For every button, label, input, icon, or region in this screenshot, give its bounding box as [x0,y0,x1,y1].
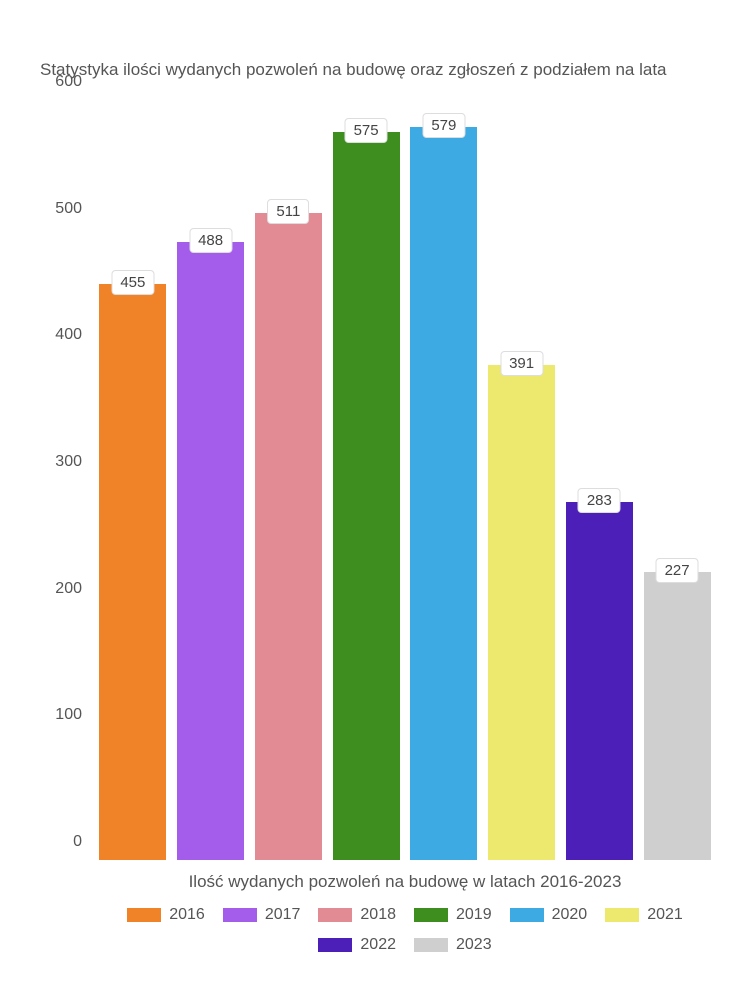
legend-item-2016: 2016 [127,906,205,924]
y-tick: 200 [55,580,82,598]
bar-chart: Statystyka ilości wydanych pozwoleń na b… [40,60,720,954]
bar-2016: 455 [99,284,166,860]
bar-value-label: 283 [578,488,621,513]
plot-area: 0100200300400500600 45548851157557939128… [90,100,720,860]
y-tick: 500 [55,200,82,218]
legend-swatch [605,908,639,922]
bar-value-label: 227 [656,558,699,583]
legend-label: 2018 [360,906,396,924]
legend-label: 2017 [265,906,301,924]
bar-2020: 579 [410,127,477,860]
x-axis-caption: Ilość wydanych pozwoleń na budowę w lata… [90,872,720,892]
legend-swatch [223,908,257,922]
legend-swatch [510,908,544,922]
bar-value-label: 579 [422,113,465,138]
legend-label: 2016 [169,906,205,924]
bar-value-label: 575 [345,118,388,143]
bar-2019: 575 [333,132,400,860]
legend-item-2023: 2023 [414,936,492,954]
legend-label: 2022 [360,936,396,954]
legend-swatch [318,908,352,922]
bar-2023: 227 [644,572,711,860]
bars-container: 455488511575579391283227 [90,100,720,860]
legend-item-2019: 2019 [414,906,492,924]
y-tick: 600 [55,73,82,91]
legend-label: 2019 [456,906,492,924]
chart-title: Statystyka ilości wydanych pozwoleń na b… [40,60,720,80]
legend-swatch [414,908,448,922]
bar-slot: 283 [561,100,639,860]
bar-slot: 488 [172,100,250,860]
bar-value-label: 391 [500,351,543,376]
bar-slot: 575 [327,100,405,860]
y-tick: 400 [55,326,82,344]
legend-label: 2021 [647,906,683,924]
legend-item-2021: 2021 [605,906,683,924]
bar-slot: 391 [483,100,561,860]
legend-label: 2020 [552,906,588,924]
bar-value-label: 511 [267,199,309,224]
y-axis: 0100200300400500600 [40,100,90,860]
legend-swatch [318,938,352,952]
legend-item-2017: 2017 [223,906,301,924]
legend-item-2022: 2022 [318,936,396,954]
bar-slot: 455 [94,100,172,860]
y-tick: 100 [55,706,82,724]
bar-value-label: 488 [189,228,232,253]
bar-2022: 283 [566,502,633,860]
bar-slot: 227 [638,100,716,860]
legend-item-2018: 2018 [318,906,396,924]
bar-slot: 511 [250,100,328,860]
legend-item-2020: 2020 [510,906,588,924]
legend-swatch [127,908,161,922]
bar-value-label: 455 [111,270,154,295]
bar-2021: 391 [488,365,555,860]
bar-slot: 579 [405,100,483,860]
legend: 2016 2017 2018 2019 2020 2021 2022 2023 [90,906,720,954]
legend-swatch [414,938,448,952]
bar-2017: 488 [177,242,244,860]
legend-label: 2023 [456,936,492,954]
y-tick: 0 [73,833,82,851]
y-tick: 300 [55,453,82,471]
bar-2018: 511 [255,213,322,860]
